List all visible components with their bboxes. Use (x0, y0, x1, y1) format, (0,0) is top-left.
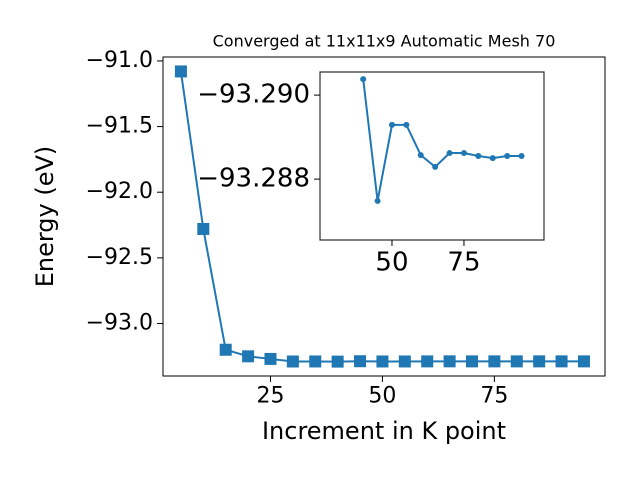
data-point (197, 222, 210, 235)
data-point (398, 355, 411, 368)
data-point (555, 355, 568, 368)
data-point (376, 355, 389, 368)
data-point (286, 355, 299, 368)
x-tick-label: 50 (375, 247, 408, 277)
data-point (489, 155, 496, 162)
data-point (504, 153, 511, 159)
y-tick-label: −91.5 (86, 114, 153, 139)
data-point (388, 121, 395, 128)
data-point (577, 355, 590, 368)
axes-frame (162, 56, 606, 377)
x-tick-label: 75 (480, 383, 508, 408)
data-point (242, 350, 255, 363)
data-point (488, 355, 501, 368)
y-tick-label: −92.0 (86, 179, 153, 204)
x-tick-label: 25 (256, 383, 284, 408)
data-point (264, 352, 277, 365)
y-axis-label: Energy (eV) (31, 146, 59, 288)
x-tick-label: 75 (447, 247, 480, 277)
axes-frame (319, 71, 545, 241)
data-point (331, 355, 344, 368)
y-tick-label: −92.5 (86, 245, 153, 270)
data-point (417, 152, 424, 159)
x-tick-label: 50 (368, 383, 396, 408)
data-point (309, 355, 322, 368)
data-point (510, 355, 523, 368)
data-point (421, 355, 434, 368)
data-point (374, 197, 381, 204)
y-tick-label: −93.0 (86, 310, 153, 335)
chart-title: Converged at 11x11x9 Automatic Mesh 70 (213, 32, 556, 51)
y-tick-label: −91.0 (86, 48, 153, 73)
y-tick-label: −93.288 (197, 164, 310, 194)
data-point (219, 343, 232, 356)
data-point (443, 355, 456, 368)
data-point (446, 150, 453, 157)
data-point (403, 121, 410, 128)
data-point (360, 76, 367, 83)
data-point (432, 163, 439, 170)
data-point (174, 65, 187, 78)
y-tick-label: −93.290 (197, 80, 310, 110)
data-point (533, 355, 546, 368)
data-point (460, 150, 467, 157)
data-point (475, 153, 482, 159)
data-point (465, 355, 478, 368)
x-axis-label: Increment in K point (262, 417, 506, 445)
data-point (354, 355, 367, 368)
data-point (518, 153, 525, 159)
